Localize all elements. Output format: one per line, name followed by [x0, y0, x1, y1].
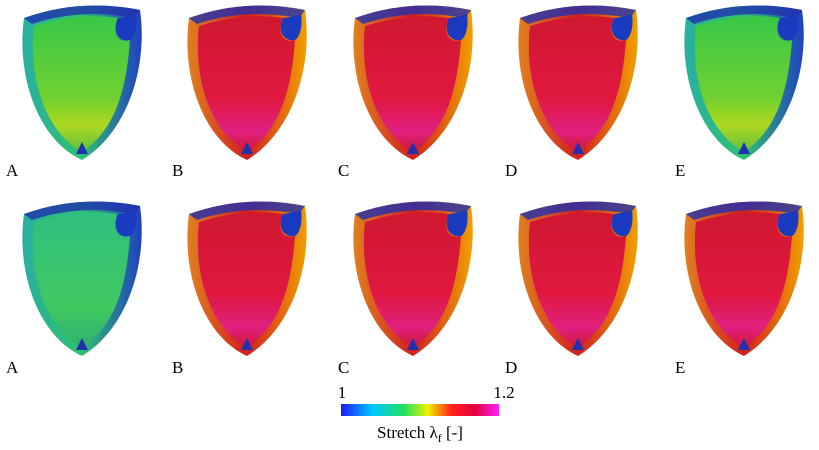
- heart-render: [22, 5, 142, 160]
- heart-opening: [280, 210, 302, 237]
- colorbar-min: 1: [338, 383, 347, 402]
- colorbar: [341, 404, 499, 416]
- heart-inner: [363, 16, 461, 153]
- heart-rim: [520, 201, 636, 220]
- heart-inner: [528, 212, 626, 348]
- heart-inner: [528, 16, 626, 153]
- panel-label: B: [172, 161, 183, 180]
- heart-opening: [777, 210, 799, 237]
- panel-label: E: [675, 358, 685, 377]
- heart-apex: [407, 338, 419, 350]
- heart-render: [187, 5, 307, 160]
- heart-render: [684, 201, 804, 356]
- heart-opening: [611, 14, 633, 41]
- heart-render: [22, 201, 142, 356]
- heart-apex: [572, 338, 584, 350]
- heart-inner: [197, 212, 295, 348]
- colorbar-label-main: Stretch λ: [377, 423, 438, 442]
- heart-inner: [32, 16, 130, 153]
- heart-apex: [76, 338, 88, 350]
- heart-apex: [241, 338, 253, 350]
- panel-label: D: [505, 358, 517, 377]
- heart-render: [684, 5, 804, 160]
- heart-rim: [24, 201, 140, 220]
- heart-apex: [572, 142, 584, 154]
- colorbar-label-sub: f: [438, 431, 442, 445]
- heart-inner: [197, 16, 295, 153]
- colorbar-label-unit-text: [-]: [446, 423, 463, 442]
- heart-opening: [115, 210, 137, 237]
- heart-render: [353, 201, 473, 356]
- heart-apex: [738, 338, 750, 350]
- heart-opening: [777, 14, 799, 41]
- panel-label: C: [338, 358, 349, 377]
- heart-rim: [355, 5, 471, 24]
- heart-apex: [407, 142, 419, 154]
- heart-apex: [738, 142, 750, 154]
- colorbar-max: 1.2: [493, 383, 514, 402]
- heart-apex: [241, 142, 253, 154]
- heart-rim: [520, 5, 636, 24]
- heart-inner: [32, 212, 130, 348]
- colorbar-label: Stretch λf [-]: [377, 423, 463, 445]
- heart-opening: [280, 14, 302, 41]
- panel-label: A: [6, 161, 19, 180]
- panel-label: A: [6, 358, 19, 377]
- heart-opening: [446, 14, 468, 41]
- heart-inner: [694, 16, 792, 153]
- heart-render: [518, 5, 638, 160]
- panels: A B C D E A B C D E: [6, 5, 804, 377]
- heart-render: [518, 201, 638, 356]
- heart-rim: [189, 201, 305, 220]
- heart-inner: [694, 212, 792, 348]
- heart-inner: [363, 212, 461, 348]
- heart-opening: [115, 14, 137, 41]
- heart-rim: [686, 201, 802, 220]
- heart-render: [353, 5, 473, 160]
- panel-label: B: [172, 358, 183, 377]
- panel-label: D: [505, 161, 517, 180]
- panel-label: E: [675, 161, 685, 180]
- heart-rim: [355, 201, 471, 220]
- panel-label: C: [338, 161, 349, 180]
- heart-apex: [76, 142, 88, 154]
- heart-rim: [189, 5, 305, 24]
- heart-opening: [611, 210, 633, 237]
- heart-render: [187, 201, 307, 356]
- heart-opening: [446, 210, 468, 237]
- heart-rim: [686, 5, 802, 24]
- heart-rim: [24, 5, 140, 24]
